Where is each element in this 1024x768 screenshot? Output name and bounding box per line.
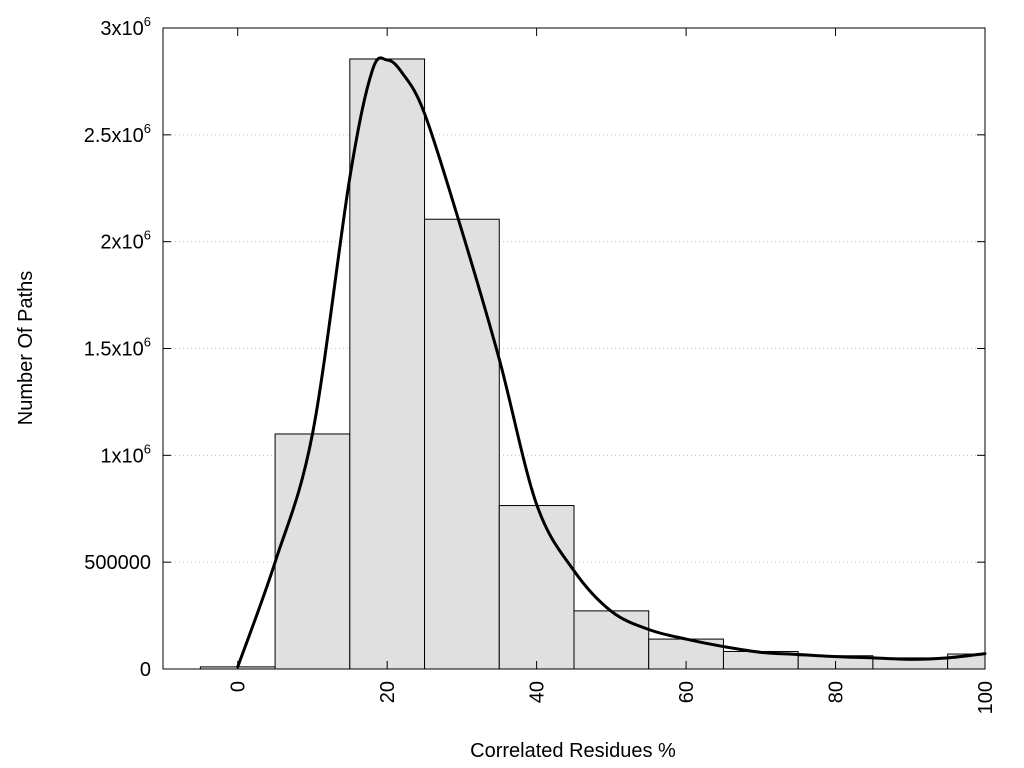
histogram-bar xyxy=(498,505,575,670)
histogram-bar xyxy=(573,610,650,670)
x-tick-label: 20 xyxy=(377,681,399,703)
y-tick-label: 0 xyxy=(140,659,151,681)
y-tick-label: 3x106 xyxy=(100,14,151,40)
density-curve xyxy=(236,56,987,669)
histogram-bar xyxy=(424,218,500,670)
histogram-bar xyxy=(349,58,426,670)
x-axis-ticks: 0 20 40 60 80 100 xyxy=(228,28,997,714)
y-tick-label: 2x106 xyxy=(100,228,151,254)
histogram-bars xyxy=(199,58,986,670)
y-axis-label: Number Of Paths xyxy=(15,271,37,426)
histogram-bar xyxy=(274,433,351,670)
x-tick-label: 100 xyxy=(975,681,997,714)
x-tick-label: 60 xyxy=(676,681,698,703)
x-tick-label: 0 xyxy=(228,681,250,692)
x-tick-label: 40 xyxy=(527,681,549,703)
x-axis-label: Correlated Residues % xyxy=(470,740,676,762)
y-axis-ticks: 0 500000 1x106 1.5x106 2x106 2.5x106 3x106 xyxy=(84,14,985,681)
y-tick-label: 1.5x106 xyxy=(84,335,151,361)
y-tick-label: 1x106 xyxy=(100,441,151,467)
y-tick-label: 500000 xyxy=(84,552,151,574)
y-tick-label: 2.5x106 xyxy=(84,121,151,147)
x-tick-label: 80 xyxy=(826,681,848,703)
